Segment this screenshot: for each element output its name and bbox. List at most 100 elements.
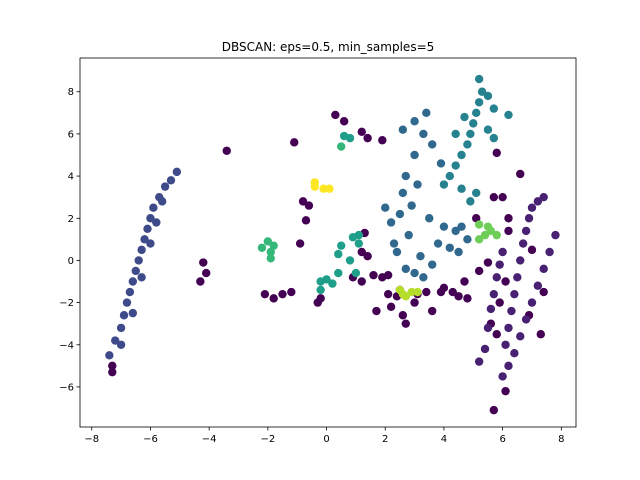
scatter-point [533, 197, 543, 206]
scatter-point [137, 245, 146, 255]
scatter-point [527, 203, 537, 212]
scatter-point [498, 372, 507, 381]
scatter-point [381, 203, 390, 212]
scatter-point [516, 169, 525, 179]
scatter-point [457, 222, 466, 231]
scatter-point [295, 239, 305, 248]
scatter-point [146, 214, 155, 223]
scatter-point [146, 239, 155, 248]
scatter-point [266, 254, 275, 263]
scatter-point [427, 140, 437, 149]
scatter-point [372, 306, 381, 316]
scatter-point [128, 277, 138, 286]
scatter-point [489, 192, 499, 202]
scatter-point [152, 218, 161, 227]
scatter-point [492, 273, 501, 282]
scatter-point [354, 239, 364, 248]
scatter-point [536, 330, 545, 339]
scatter-point [454, 292, 463, 301]
y-tick-label: −2 [59, 298, 74, 309]
cluster-noise [108, 110, 548, 415]
y-tick-label: −4 [59, 340, 74, 351]
scatter-point [521, 315, 531, 324]
scatter-point [477, 87, 487, 96]
cluster-0 [474, 192, 560, 381]
scatter-point [457, 150, 466, 160]
scatter-point [410, 298, 419, 307]
scatter-point [357, 247, 366, 257]
scatter-point [504, 214, 513, 223]
scatter-point [495, 298, 504, 307]
scatter-point [518, 239, 528, 248]
cluster-5 [257, 142, 346, 263]
scatter-point [269, 241, 278, 250]
scatter-point [504, 110, 513, 120]
scatter-point [439, 222, 449, 231]
scatter-point [504, 323, 513, 333]
scatter-point [398, 311, 408, 320]
scatter-point [137, 273, 146, 282]
scatter-point [492, 230, 501, 240]
scatter-point [539, 192, 548, 202]
chart-title: DBSCAN: eps=0.5, min_samples=5 [222, 40, 435, 54]
scatter-point [439, 180, 449, 189]
scatter-point [339, 117, 349, 126]
scatter-point [483, 323, 493, 333]
scatter-point [422, 287, 431, 297]
cluster-8 [310, 178, 334, 193]
x-axis-ticks: −8 −6 −4 −2 0 2 4 6 8 [84, 427, 565, 445]
scatter-point [483, 125, 493, 134]
scatter-point [319, 184, 328, 193]
scatter-point [504, 226, 513, 236]
scatter-point [111, 336, 120, 345]
scatter-point [489, 133, 499, 143]
scatter-point [504, 361, 513, 371]
scatter-point [363, 252, 372, 261]
scatter-point [501, 340, 510, 349]
scatter-point [322, 275, 331, 284]
x-tick-label: 8 [558, 434, 564, 445]
scatter-point [416, 252, 425, 261]
scatter-point [454, 247, 463, 257]
scatter-point [337, 142, 346, 151]
scatter-point [334, 268, 343, 278]
scatter-point [149, 203, 158, 212]
scatter-point [451, 129, 460, 139]
scatter-point [480, 230, 490, 240]
cluster-1 [105, 167, 182, 360]
scatter-point [495, 260, 504, 269]
scatter-point [334, 249, 343, 259]
scatter-point [521, 226, 531, 236]
scatter-point [448, 287, 457, 297]
scatter-point [451, 226, 460, 236]
scatter-point [492, 148, 501, 158]
scatter-point [328, 279, 337, 288]
scatter-point [545, 247, 554, 257]
cluster-2 [381, 108, 472, 282]
cluster-3 [439, 74, 513, 206]
scatter-point [474, 357, 484, 366]
scatter-point [469, 119, 478, 128]
scatter-point [451, 161, 460, 170]
scatter-point [401, 171, 410, 181]
scatter-point [199, 258, 208, 267]
scatter-point [316, 285, 325, 295]
scatter-point [398, 125, 408, 134]
scatter-point [489, 405, 499, 415]
scatter-point [357, 277, 366, 286]
scatter-point [105, 351, 114, 360]
cluster-4 [316, 131, 364, 295]
scatter-point [383, 289, 393, 299]
scatter-point [389, 239, 399, 248]
scatter-point [483, 222, 493, 231]
scatter-point [128, 308, 138, 318]
plot-area [79, 57, 577, 428]
scatter-point [386, 302, 396, 312]
scatter-point [507, 306, 516, 316]
scatter-point [337, 241, 346, 250]
scatter-point [489, 289, 499, 299]
scatter-point [492, 330, 501, 339]
x-tick-label: 6 [499, 434, 505, 445]
scatter-point [527, 298, 537, 307]
